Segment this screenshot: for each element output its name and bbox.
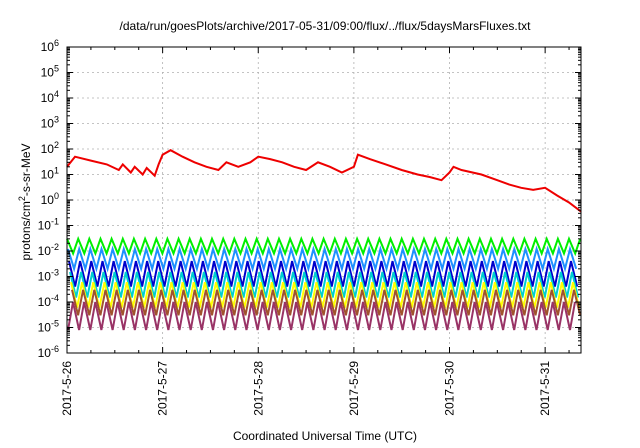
series-line bbox=[67, 301, 576, 331]
y-tick-label: 101 bbox=[41, 166, 59, 182]
x-axis-ticks: 2017-5-26 2017-5-27 2017-5-28 2017-5-29 2017… bbox=[60, 47, 570, 416]
plot-series bbox=[66, 149, 582, 331]
y-tick-label-base: 10 bbox=[38, 219, 52, 233]
x-tick-label: 2017-5-29 bbox=[347, 361, 361, 416]
y-tick-label-exponent: 5 bbox=[54, 64, 59, 74]
y-tick-label-exponent: -2 bbox=[51, 242, 59, 252]
y-tick-label-exponent: 2 bbox=[54, 140, 59, 150]
series-line bbox=[67, 245, 578, 273]
y-axis-label: protons/cm2-s-sr-MeV bbox=[17, 143, 33, 260]
y-tick-label-exponent: 0 bbox=[54, 191, 59, 201]
y-tick-label-base: 10 bbox=[38, 244, 52, 258]
y-tick-label-base: 10 bbox=[41, 91, 55, 105]
x-tick-label: 2017-5-27 bbox=[156, 361, 170, 416]
y-tick-label-exponent: 4 bbox=[54, 89, 59, 99]
y-tick-label-exponent: -4 bbox=[51, 293, 59, 303]
x-tick-label: 2017-5-30 bbox=[443, 361, 457, 416]
y-tick-label: 104 bbox=[41, 89, 59, 105]
y-axis-label-sup: 2 bbox=[17, 196, 27, 201]
y-tick-label-exponent: 6 bbox=[54, 38, 59, 48]
chart-title: /data/run/goesPlots/archive/2017-05-31/0… bbox=[120, 19, 532, 33]
y-tick-label-exponent: -6 bbox=[51, 344, 59, 354]
y-axis-label-rest: -s-sr-MeV bbox=[19, 143, 33, 196]
y-tick-label-base: 10 bbox=[38, 295, 52, 309]
y-tick-label-exponent: 1 bbox=[54, 166, 59, 176]
y-tick-label: 102 bbox=[41, 140, 59, 156]
y-tick-label-exponent: -1 bbox=[51, 217, 59, 227]
y-tick-label: 10-1 bbox=[38, 217, 59, 233]
y-tick-label-base: 10 bbox=[41, 66, 55, 80]
y-tick-label: 10-2 bbox=[38, 242, 59, 258]
series-line bbox=[69, 271, 580, 298]
y-tick-label: 103 bbox=[41, 115, 59, 131]
x-tick-label: 2017-5-28 bbox=[251, 361, 265, 416]
y-tick-label-base: 10 bbox=[38, 346, 52, 360]
y-tick-label-base: 10 bbox=[41, 168, 55, 182]
y-tick-label: 10-5 bbox=[38, 319, 59, 335]
series-line bbox=[68, 260, 579, 287]
y-tick-label: 10-3 bbox=[38, 268, 59, 284]
y-tick-label-base: 10 bbox=[41, 117, 55, 131]
y-tick-label: 105 bbox=[41, 64, 59, 80]
y-tick-label: 100 bbox=[41, 191, 59, 207]
y-tick-label-exponent: 3 bbox=[54, 115, 59, 125]
y-tick-label: 10-4 bbox=[38, 293, 59, 309]
series-line bbox=[66, 149, 582, 213]
x-tick-label: 2017-5-31 bbox=[538, 361, 552, 416]
x-tick-label: 2017-5-26 bbox=[60, 361, 74, 416]
y-tick-label-base: 10 bbox=[41, 40, 55, 54]
series-line bbox=[71, 289, 582, 316]
y-tick-label: 10-6 bbox=[38, 344, 59, 360]
y-tick-label: 106 bbox=[41, 38, 59, 54]
y-tick-label-base: 10 bbox=[41, 193, 55, 207]
y-tick-label-exponent: -3 bbox=[51, 268, 59, 278]
x-axis-label: Coordinated Universal Time (UTC) bbox=[233, 429, 417, 443]
y-axis-label-base: protons/cm bbox=[19, 201, 33, 260]
y-tick-label-base: 10 bbox=[38, 321, 52, 335]
y-axis-ticks: 10-610-510-410-310-210-11001011021031041… bbox=[38, 38, 581, 360]
y-tick-label-base: 10 bbox=[38, 270, 52, 284]
series-line bbox=[70, 281, 581, 308]
series-line bbox=[66, 235, 582, 257]
y-tick-label-base: 10 bbox=[41, 142, 55, 156]
y-tick-label-exponent: -5 bbox=[51, 319, 59, 329]
